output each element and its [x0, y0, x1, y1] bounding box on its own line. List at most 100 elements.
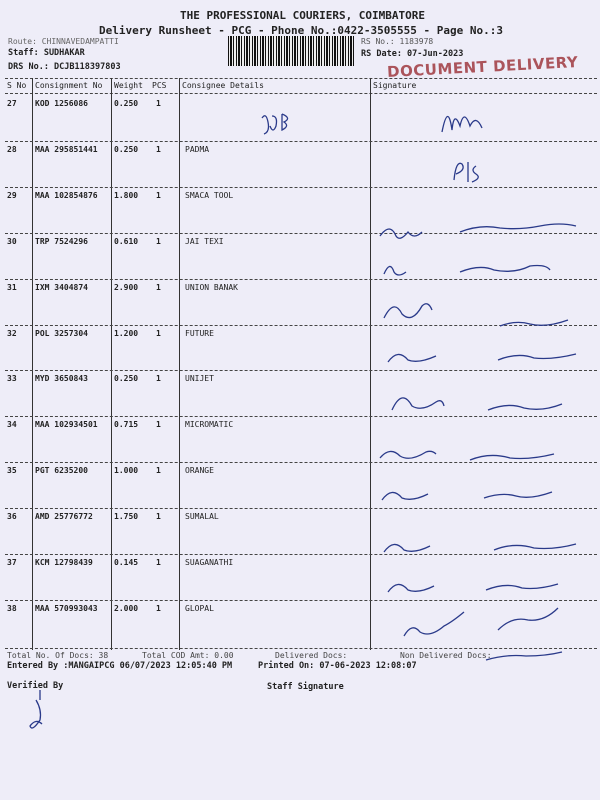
- pcs: 1: [156, 236, 161, 246]
- consignee-details: SUMALAL: [185, 512, 219, 522]
- consignee-details: JAI TEXI: [185, 236, 224, 246]
- table-row: 34 MAA 102934501 0.715 1 MICROMATIC: [0, 420, 600, 466]
- consignee-details: SMACA TOOL: [185, 190, 234, 200]
- row-divider: [5, 508, 597, 510]
- consignee-details: ORANGE: [185, 466, 214, 476]
- row-divider: [5, 278, 597, 280]
- weight: 0.250: [114, 99, 139, 108]
- col-sno: S No: [7, 81, 27, 90]
- runsheet-subtitle: Delivery Runsheet - PCG - Phone No.:0422…: [99, 24, 503, 37]
- route: Route: CHINNAVEDAMPATTI: [8, 37, 119, 46]
- column-rule: [370, 78, 371, 650]
- consignment-number: KCM 12798439: [35, 558, 93, 567]
- row-divider: [5, 599, 597, 601]
- serial-number: 31: [7, 282, 17, 292]
- row-divider: [5, 140, 597, 142]
- weight: 0.145: [114, 558, 139, 567]
- serial-number: 36: [7, 512, 17, 522]
- column-rule: [179, 78, 180, 650]
- consignment-number: TRP 7524296: [35, 236, 88, 246]
- weight: 1.750: [114, 512, 139, 522]
- serial-number: 33: [7, 374, 17, 384]
- serial-number: 35: [7, 466, 17, 476]
- delivered-docs: Delivered Docs:: [275, 651, 348, 660]
- drs-number: DRS No.: DCJB118397803: [8, 62, 121, 72]
- pcs: 1: [156, 190, 161, 200]
- non-delivered-docs: Non Delivered Docs:: [400, 651, 492, 660]
- serial-number: 37: [7, 558, 17, 567]
- pcs: 1: [156, 144, 161, 154]
- pcs: 1: [156, 374, 161, 384]
- consignment-number: MAA 102934501: [35, 420, 98, 430]
- divider: [5, 78, 597, 79]
- consignee-details: UNION BANAK: [185, 282, 238, 292]
- row-divider: [5, 186, 597, 188]
- weight: 1.000: [114, 466, 139, 476]
- table-row: 31 IXM 3404874 2.900 1 UNION BANAK: [0, 283, 600, 329]
- row-divider: [5, 554, 597, 555]
- consignment-number: MYD 3650843: [35, 374, 88, 384]
- row-divider: [5, 232, 597, 234]
- pcs: 1: [156, 512, 161, 522]
- table-row: 36 AMD 25776772 1.750 1 SUMALAL: [0, 512, 600, 558]
- serial-number: 34: [7, 420, 17, 430]
- row-divider: [5, 324, 597, 326]
- weight: 1.800: [114, 190, 139, 200]
- table-row: 30 TRP 7524296 0.610 1 JAI TEXI: [0, 237, 600, 283]
- table-row: 32 POL 3257304 1.200 1 FUTURE: [0, 329, 600, 375]
- pcs: 1: [156, 282, 161, 292]
- staff-signature-label: Staff Signature: [267, 682, 344, 692]
- consignment-number: MAA 295851441: [35, 144, 98, 154]
- serial-number: 27: [7, 99, 17, 108]
- table-row: 28 MAA 295851441 0.250 1 PADMA: [0, 145, 600, 191]
- consignment-number: IXM 3404874: [35, 282, 88, 292]
- consignment-number: POL 3257304: [35, 328, 88, 338]
- col-consignment: Consignment No: [35, 81, 103, 90]
- consignment-number: MAA 570993043: [35, 603, 98, 613]
- weight: 0.250: [114, 144, 139, 154]
- table-row: 27 KOD 1256086 0.250 1: [0, 99, 600, 145]
- printed-on: Printed On: 07-06-2023 12:08:07: [258, 661, 417, 671]
- rs-number: RS No.: 1183978: [361, 37, 434, 46]
- total-cod: Total COD Amt: 0.00: [142, 651, 234, 660]
- weight: 2.900: [114, 282, 139, 292]
- consignee-details: SUAGANATHI: [185, 558, 234, 567]
- divider: [5, 648, 597, 649]
- column-rule: [32, 78, 33, 650]
- row-divider: [5, 416, 597, 418]
- consignee-details: UNIJET: [185, 374, 214, 384]
- weight: 0.715: [114, 420, 139, 430]
- entered-by: Entered By :MANGAIPCG 06/07/2023 12:05:4…: [7, 661, 233, 671]
- table-row: 37 KCM 12798439 0.145 1 SUAGANATHI: [0, 558, 600, 604]
- pcs: 1: [156, 328, 161, 338]
- consignee-details: FUTURE: [185, 328, 214, 338]
- col-weight: Weight: [114, 81, 143, 90]
- consignment-number: PGT 6235200: [35, 466, 88, 476]
- verified-by-label: Verified By: [7, 681, 64, 691]
- serial-number: 29: [7, 190, 17, 200]
- consignment-number: AMD 25776772: [35, 512, 93, 522]
- table-row: 33 MYD 3650843 0.250 1 UNIJET: [0, 374, 600, 420]
- consignee-details: GLOPAL: [185, 603, 214, 613]
- column-rule: [111, 78, 112, 650]
- pcs: 1: [156, 466, 161, 476]
- company-title: THE PROFESSIONAL COURIERS, COIMBATORE: [180, 9, 426, 22]
- divider: [5, 93, 597, 94]
- consignment-number: MAA 102854876: [35, 190, 98, 200]
- table-row: 29 MAA 102854876 1.800 1 SMACA TOOL: [0, 191, 600, 237]
- staff: Staff: SUDHAKAR: [8, 48, 85, 58]
- serial-number: 32: [7, 328, 17, 338]
- col-consignee: Consignee Details: [182, 81, 264, 90]
- serial-number: 28: [7, 144, 17, 154]
- weight: 0.250: [114, 374, 139, 384]
- rs-date: RS Date: 07-Jun-2023: [361, 49, 464, 59]
- barcode: [228, 36, 354, 66]
- row-divider: [5, 462, 597, 464]
- consignment-number: KOD 1256086: [35, 99, 88, 108]
- weight: 0.610: [114, 236, 139, 246]
- pcs: 1: [156, 420, 161, 430]
- col-pcs: PCS: [152, 81, 167, 90]
- total-docs: Total No. Of Docs: 38: [7, 651, 109, 660]
- pcs: 1: [156, 558, 161, 567]
